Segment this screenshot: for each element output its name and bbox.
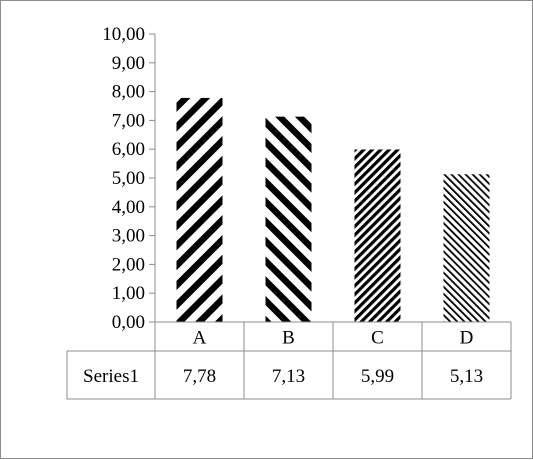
y-tick-label: 0,00 <box>112 312 145 333</box>
value-cell: 7,78 <box>183 366 216 387</box>
category-label: B <box>282 328 295 349</box>
bars <box>176 97 490 322</box>
y-tick-label: 3,00 <box>112 226 145 247</box>
bar-C <box>354 149 401 322</box>
value-cell: 5,99 <box>361 366 394 387</box>
series-name-label: Series1 <box>83 366 139 387</box>
value-cell: 7,13 <box>272 366 305 387</box>
y-tick-label: 1,00 <box>112 283 145 304</box>
category-label: A <box>193 328 207 349</box>
category-label: D <box>460 328 474 349</box>
y-tick-label: 10,00 <box>102 24 145 45</box>
y-tick-label: 8,00 <box>112 82 145 103</box>
bar-A <box>176 97 223 322</box>
category-label: C <box>371 328 384 349</box>
y-tick-label: 9,00 <box>112 53 145 74</box>
y-tick-label: 2,00 <box>112 254 145 275</box>
y-axis: 0,00 1,00 2,00 3,00 4,00 5,00 6,00 7,00 8,00 9,00… <box>102 24 156 333</box>
bar-D <box>443 174 490 322</box>
y-tick-label: 7,00 <box>112 110 145 131</box>
bar-B <box>265 116 312 322</box>
data-table: A B C D Series1 7,78 7,13 5,99 5,13 <box>66 321 512 400</box>
value-cell: 5,13 <box>450 366 483 387</box>
y-tick-label: 5,00 <box>112 168 145 189</box>
y-tick-label: 4,00 <box>112 197 145 218</box>
y-tick-label: 6,00 <box>112 139 145 160</box>
